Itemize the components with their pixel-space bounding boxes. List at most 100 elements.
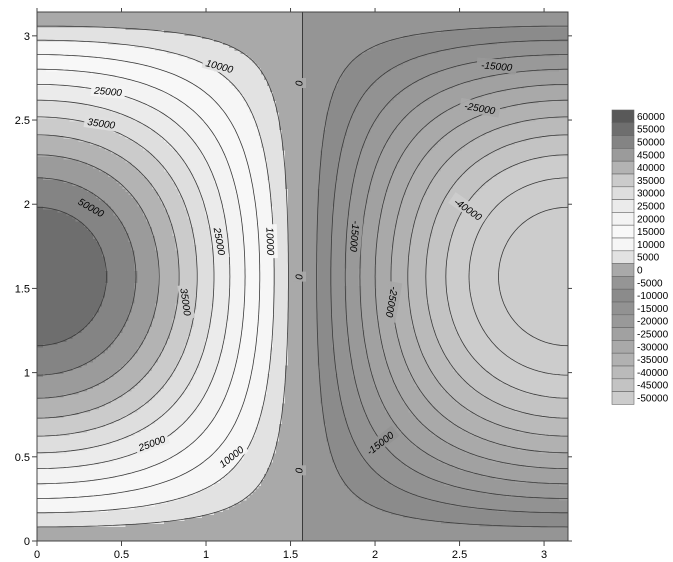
contour-line [316, 25, 569, 528]
contour-label-text: -25000 [383, 285, 399, 318]
contour-label-text: 25000 [93, 86, 123, 100]
legend-swatch [611, 340, 635, 354]
legend-swatch [611, 224, 635, 239]
legend: 6000055000500004500040000350003000025000… [611, 109, 669, 405]
contour-label: -25000 [382, 281, 403, 323]
contour-label-text: 35000 [177, 288, 192, 318]
plot-frame [36, 11, 569, 542]
legend-label: -30000 [637, 342, 669, 353]
y-tick-label: 0 [24, 536, 30, 548]
legend-swatch [611, 148, 635, 162]
legend-label: 35000 [637, 176, 665, 187]
x-tick-label: 2.5 [452, 549, 467, 561]
x-tick-label: 1 [203, 549, 209, 561]
legend-label: -25000 [637, 330, 669, 341]
legend-swatch [611, 365, 635, 380]
contour-line [37, 116, 198, 437]
contour-line [425, 134, 568, 419]
legend-swatch [611, 378, 635, 392]
filled-contours [37, 12, 569, 542]
contour-label: 25000 [211, 223, 230, 260]
legend-swatch [611, 173, 635, 188]
contour-line [37, 134, 180, 419]
contour-label: 25000 [90, 82, 126, 100]
legend-swatch [611, 301, 635, 316]
contour-label: -15000 [476, 57, 518, 74]
contour-line [37, 68, 246, 485]
legend-swatch [611, 288, 635, 303]
x-tick-label: 0.5 [114, 549, 129, 561]
legend-swatch [611, 276, 635, 290]
legend-label: -20000 [637, 317, 669, 328]
x-tick-label: 2 [372, 549, 378, 561]
legend-swatch [611, 250, 635, 264]
contour-label: 0 [293, 78, 306, 88]
legend-swatch [611, 122, 635, 136]
x-tick-label: 1.5 [283, 549, 298, 561]
contour-line [37, 99, 215, 454]
legend-label: -40000 [637, 368, 669, 379]
legend-label: 5000 [637, 253, 660, 264]
x-tick-label: 0 [34, 549, 40, 561]
contour-label: -25000 [459, 97, 501, 118]
contour-label-text: 0 [293, 80, 304, 86]
legend-label: -35000 [637, 355, 669, 366]
contour-label-text: -25000 [463, 101, 496, 117]
contour-line [36, 154, 160, 399]
legend-label: -45000 [637, 381, 669, 392]
legend-label: 45000 [637, 150, 665, 161]
contour-label-text: 25000 [211, 226, 227, 257]
legend-label: 25000 [637, 202, 665, 213]
contour-label: 35000 [83, 114, 120, 132]
legend-swatch [611, 237, 635, 252]
legend-swatch [611, 199, 635, 213]
y-tick-label: 1 [24, 368, 30, 380]
legend-swatch [611, 314, 635, 328]
contour-line [468, 177, 568, 376]
legend-swatch [611, 135, 635, 149]
y-tick-label: 1.5 [15, 283, 30, 295]
contour-label-text: 35000 [87, 117, 117, 132]
contour-label: 10000 [263, 224, 278, 259]
legend-swatch [611, 263, 635, 277]
legend-swatch [611, 160, 635, 175]
contour-label-text: -15000 [481, 60, 513, 74]
contour-line [36, 206, 107, 347]
y-tick-label: 2.5 [15, 115, 30, 127]
legend-label: 0 [637, 266, 643, 277]
contour-label: 35000 [177, 284, 195, 320]
contour-label-text: -15000 [347, 220, 361, 252]
legend-swatch [611, 109, 635, 124]
legend-label: 30000 [637, 189, 665, 200]
legend-label: 15000 [637, 227, 665, 238]
contour-line [36, 54, 261, 499]
axes: 0 0.5 1 1.5 2 2.5 3 0 0.5 1 1.5 2 2.5 3 [15, 8, 572, 561]
contour-line [37, 84, 231, 469]
y-tick-label: 0.5 [15, 452, 30, 464]
legend-label: 60000 [637, 112, 665, 123]
legend-label: 40000 [637, 163, 665, 174]
contour-lines [36, 11, 569, 541]
legend-swatch [611, 352, 635, 367]
legend-label: 55000 [637, 125, 665, 136]
x-tick-label: 3 [541, 549, 547, 561]
contour-label-text: 10000 [263, 227, 275, 256]
contour-label: 0 [293, 465, 306, 476]
legend-swatch [611, 327, 635, 341]
contour-label-text: 0 [293, 468, 304, 474]
contour-line [407, 116, 568, 437]
legend-label: 20000 [637, 214, 665, 225]
legend-label: -5000 [637, 278, 663, 289]
contour-line [374, 84, 568, 469]
contour-line [330, 39, 568, 514]
y-tick-label: 3 [24, 31, 30, 43]
contour-label: -15000 [347, 215, 364, 257]
contour-label: 0 [293, 271, 306, 282]
contour-line [37, 39, 275, 514]
legend-swatch [611, 186, 635, 200]
legend-label: 50000 [637, 138, 665, 149]
contour-label-text: 0 [293, 274, 304, 280]
